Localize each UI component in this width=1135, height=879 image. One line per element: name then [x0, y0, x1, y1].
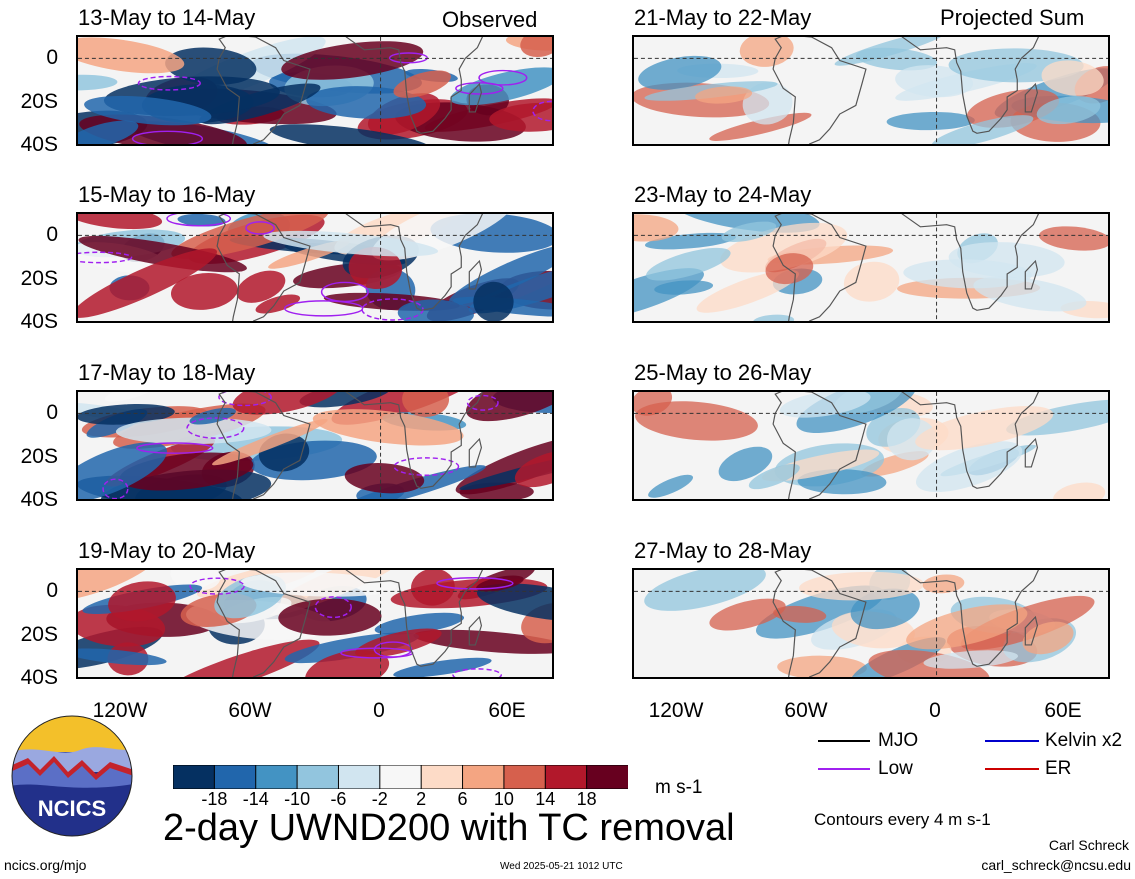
ylab-0-p0: 0 — [46, 46, 58, 69]
panel-title-r2: 25-May to 26-May — [634, 360, 812, 385]
ylab-40s-p3: 40S — [20, 666, 58, 689]
ylab-40s-p0: 40S — [20, 133, 58, 156]
colorbar-tick-label: 10 — [493, 789, 514, 809]
ylab-40s-p2: 40S — [20, 488, 58, 511]
map-panel-observed-1 — [76, 35, 554, 146]
panel-title-l3: 19-May to 20-May — [78, 538, 256, 563]
ylab-0-p1: 0 — [46, 223, 58, 246]
xlab-60w-right: 60W — [784, 699, 828, 722]
colorbar-tick-label: -18 — [201, 789, 228, 809]
ylab-0-p2: 0 — [46, 401, 58, 424]
colorbar-swatch — [586, 765, 628, 789]
colorbar-swatch — [337, 765, 381, 789]
colorbar-swatch — [173, 765, 216, 789]
ylab-20s-p3: 20S — [20, 623, 58, 646]
panel-title-l1: 15-May to 16-May — [78, 182, 256, 207]
colorbar-swatch — [462, 765, 505, 789]
colorbar — [173, 765, 628, 789]
legend-kelvin: Kelvin x2 — [1045, 730, 1123, 751]
panel-title-l0: 13-May to 14-May — [78, 5, 256, 30]
logo-text: NCICS — [38, 796, 106, 821]
xlab-60e-left: 60E — [488, 699, 526, 722]
colorbar-swatch — [379, 765, 423, 789]
contour-note: Contours every 4 m s-1 — [814, 810, 991, 829]
timestamp: Wed 2025-05-21 1012 UTC — [500, 861, 623, 872]
colorbar-tick-label: 6 — [457, 789, 468, 809]
legend-lines-right — [985, 740, 1039, 770]
ylab-20s-p2: 20S — [20, 445, 58, 468]
ylab-40s-p1: 40S — [20, 310, 58, 333]
colorbar-tick-label: -2 — [371, 789, 388, 809]
panel-title-l2: 17-May to 18-May — [78, 360, 256, 385]
ncics-logo: NCICS — [10, 714, 134, 838]
legend-low: Low — [878, 758, 913, 779]
figure-title: 2-day UWND200 with TC removal — [163, 807, 735, 849]
xlab-120w-right: 120W — [648, 699, 704, 722]
panel-title-r1: 23-May to 24-May — [634, 182, 812, 207]
legend-mjo: MJO — [878, 730, 919, 751]
author-email[interactable]: carl_schreck@ncsu.edu — [981, 857, 1131, 873]
legend-er: ER — [1045, 758, 1072, 779]
panel-title-r0: 21-May to 22-May — [634, 5, 812, 30]
ylab-20s-p0: 20S — [20, 90, 58, 113]
map-panel-projected-2 — [632, 212, 1110, 323]
colorbar-swatch — [296, 765, 340, 789]
colorbar-swatch — [544, 765, 588, 789]
map-panel-observed-2 — [76, 212, 554, 323]
xlab-0-left: 0 — [373, 699, 385, 722]
colorbar-swatch — [255, 765, 299, 789]
colorbar-swatch — [213, 765, 257, 789]
ylab-20s-p1: 20S — [20, 267, 58, 290]
projected-sum-label: Projected Sum — [940, 5, 1085, 30]
colorbar-swatch — [420, 765, 464, 789]
site-link[interactable]: ncics.org/mjo — [4, 857, 87, 873]
map-panel-observed-3 — [76, 390, 554, 501]
colorbar-tick-label: 2 — [416, 789, 427, 809]
colorbar-swatch — [503, 765, 547, 789]
xlab-60e-right: 60E — [1044, 699, 1082, 722]
panel-title-r3: 27-May to 28-May — [634, 538, 812, 563]
map-panel-observed-4 — [76, 568, 554, 679]
colorbar-tick-label: 18 — [576, 789, 597, 809]
map-panel-projected-1 — [632, 35, 1110, 146]
units-label: m s-1 — [655, 777, 703, 798]
author-name: Carl Schreck — [1048, 837, 1129, 853]
colorbar-tick-label: 14 — [535, 789, 556, 809]
ylab-0-p3: 0 — [46, 579, 58, 602]
map-panel-projected-3 — [632, 390, 1110, 501]
xlab-120w-left: 120W — [92, 699, 148, 722]
xlab-0-right: 0 — [929, 699, 941, 722]
xlab-60w-left: 60W — [228, 699, 272, 722]
observed-label: Observed — [442, 7, 538, 32]
map-panel-projected-4 — [632, 568, 1110, 679]
colorbar-tick-label: -6 — [330, 789, 347, 809]
legend-lines-left — [818, 740, 870, 770]
colorbar-tick-label: -14 — [242, 789, 269, 809]
colorbar-tick-label: -10 — [284, 789, 311, 809]
